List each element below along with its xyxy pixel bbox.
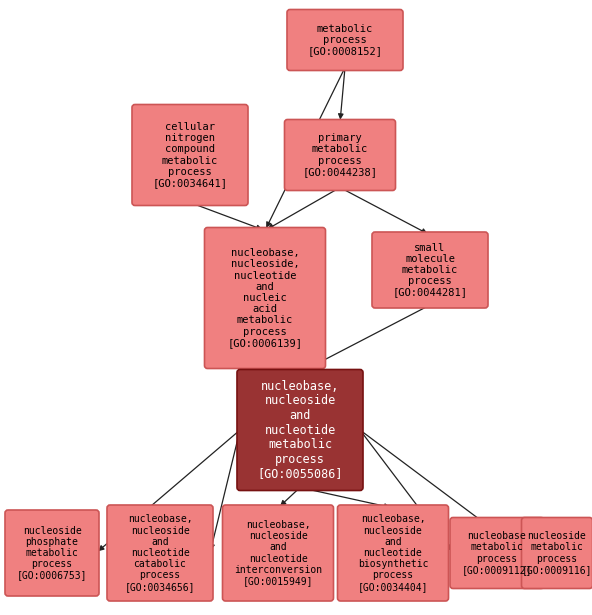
Text: nucleoside
phosphate
metabolic
process
[GO:0006753]: nucleoside phosphate metabolic process […: [17, 526, 87, 581]
FancyBboxPatch shape: [372, 232, 488, 308]
FancyBboxPatch shape: [450, 517, 544, 589]
Text: nucleobase,
nucleoside
and
nucleotide
biosynthetic
process
[GO:0034404]: nucleobase, nucleoside and nucleotide bi…: [358, 514, 428, 592]
FancyBboxPatch shape: [337, 505, 449, 601]
FancyBboxPatch shape: [107, 505, 213, 601]
Text: nucleoside
metabolic
process
[GO:0009116]: nucleoside metabolic process [GO:0009116…: [522, 531, 592, 575]
Text: nucleobase,
nucleoside,
nucleotide
and
nucleic
acid
metabolic
process
[GO:000613: nucleobase, nucleoside, nucleotide and n…: [227, 248, 303, 348]
Text: nucleobase
metabolic
process
[GO:0009112]: nucleobase metabolic process [GO:0009112…: [462, 531, 532, 575]
Text: nucleobase,
nucleoside
and
nucleotide
metabolic
process
[GO:0055086]: nucleobase, nucleoside and nucleotide me…: [258, 380, 343, 480]
FancyBboxPatch shape: [237, 370, 363, 491]
Text: metabolic
process
[GO:0008152]: metabolic process [GO:0008152]: [307, 24, 382, 56]
FancyBboxPatch shape: [522, 517, 592, 589]
FancyBboxPatch shape: [204, 228, 326, 368]
FancyBboxPatch shape: [132, 105, 248, 205]
Text: nucleobase,
nucleoside
and
nucleotide
interconversion
[GO:0015949]: nucleobase, nucleoside and nucleotide in…: [234, 520, 322, 586]
FancyBboxPatch shape: [223, 505, 333, 601]
Text: nucleobase,
nucleoside
and
nucleotide
catabolic
process
[GO:0034656]: nucleobase, nucleoside and nucleotide ca…: [125, 514, 195, 592]
FancyBboxPatch shape: [287, 9, 403, 71]
Text: cellular
nitrogen
compound
metabolic
process
[GO:0034641]: cellular nitrogen compound metabolic pro…: [153, 122, 227, 188]
Text: small
molecule
metabolic
process
[GO:0044281]: small molecule metabolic process [GO:004…: [392, 242, 468, 298]
Text: primary
metabolic
process
[GO:0044238]: primary metabolic process [GO:0044238]: [303, 133, 378, 177]
FancyBboxPatch shape: [285, 119, 395, 191]
FancyBboxPatch shape: [5, 510, 99, 596]
